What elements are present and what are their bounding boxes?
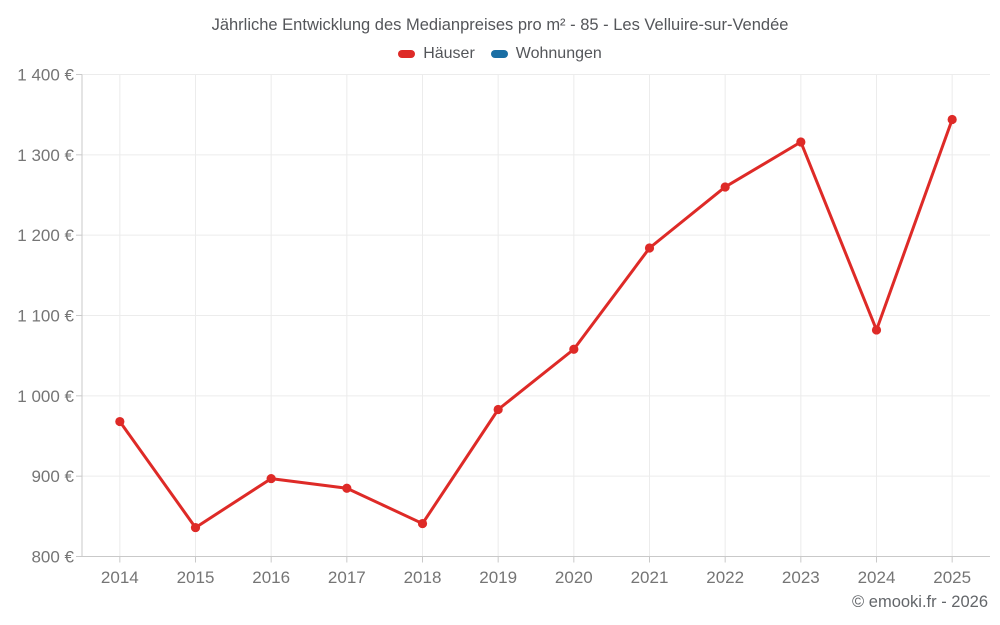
y-axis-label: 1 400 € — [17, 66, 74, 85]
legend-item-wohnungen[interactable]: Wohnungen — [490, 45, 602, 63]
y-axis-label: 1 200 € — [17, 226, 74, 245]
x-axis-label: 2022 — [706, 568, 744, 587]
hauser-legend-label: Häuser — [423, 45, 475, 62]
hauser-legend-swatch-icon — [398, 50, 416, 58]
data-point[interactable] — [796, 137, 806, 147]
y-axis-label: 1 300 € — [17, 146, 74, 165]
data-point[interactable] — [190, 522, 201, 533]
copyright-text: © emooki.fr - 2026 — [852, 593, 988, 611]
data-point[interactable] — [720, 182, 730, 192]
data-point[interactable] — [569, 344, 579, 354]
x-axis-label: 2017 — [328, 568, 366, 587]
x-axis-label: 2020 — [555, 568, 593, 587]
data-point[interactable] — [115, 416, 125, 427]
data-point[interactable] — [871, 325, 882, 335]
data-point[interactable] — [947, 114, 957, 125]
x-axis-label: 2019 — [479, 568, 517, 587]
x-axis-label: 2014 — [101, 568, 139, 587]
data-point[interactable] — [266, 473, 276, 484]
x-axis-label: 2023 — [782, 568, 820, 587]
x-axis-label: 2015 — [177, 568, 215, 587]
x-axis-label: 2018 — [404, 568, 442, 587]
data-point[interactable] — [342, 483, 352, 493]
data-point[interactable] — [644, 243, 655, 253]
chart-title: Jährliche Entwicklung des Medianpreises … — [211, 16, 789, 34]
wohnungen-legend-label: Wohnungen — [515, 45, 602, 62]
y-axis-label: 900 € — [31, 467, 74, 486]
y-axis-label: 1 000 € — [17, 387, 74, 406]
wohnungen-legend-swatch-icon — [490, 50, 508, 58]
x-axis-label: 2024 — [858, 568, 896, 587]
legend: Häuser Wohnungen — [0, 45, 1000, 63]
data-point[interactable] — [417, 518, 428, 529]
y-axis-label: 800 € — [31, 548, 74, 567]
legend-item-hauser[interactable]: Häuser — [398, 45, 475, 63]
data-point[interactable] — [493, 404, 503, 415]
x-axis-label: 2021 — [631, 568, 669, 587]
y-axis-label: 1 100 € — [17, 307, 74, 326]
x-axis-label: 2025 — [933, 568, 971, 587]
series-line — [118, 117, 954, 530]
x-axis-label: 2016 — [252, 568, 290, 587]
